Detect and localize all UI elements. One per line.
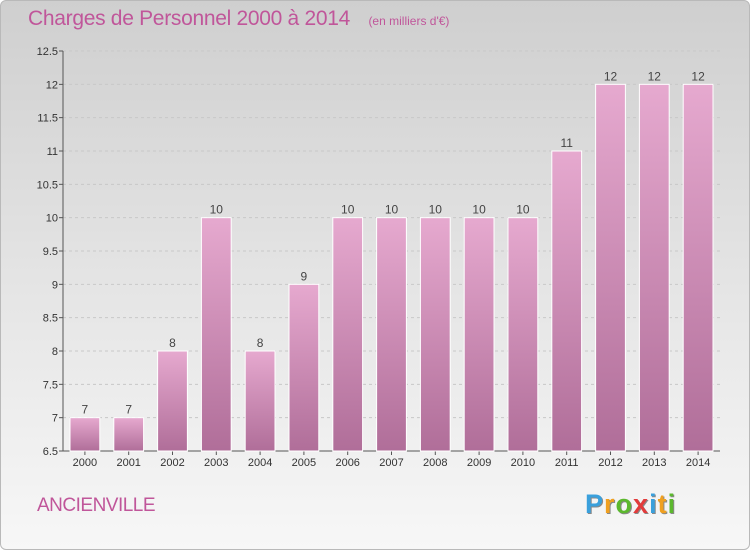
chart-title-block: Charges de Personnel 2000 à 2014 (en mil… <box>28 7 449 31</box>
chart-subtitle: (en milliers d'€) <box>368 14 450 28</box>
bar-value-label: 8 <box>169 336 176 350</box>
bar <box>419 217 451 452</box>
x-tick-label: 2014 <box>686 457 710 469</box>
bar-value-label: 12 <box>604 69 618 83</box>
y-tick-label: 11.5 <box>37 113 58 125</box>
x-tick-label: 2008 <box>423 457 447 469</box>
bar-value-label: 10 <box>341 203 355 217</box>
logo-letter: P <box>585 489 605 519</box>
bar-value-label: 10 <box>429 203 443 217</box>
y-tick-label: 7.5 <box>43 379 58 391</box>
y-tick-label: 11 <box>47 146 58 158</box>
bar-value-label: 7 <box>82 403 89 417</box>
y-tick-label: 8.5 <box>43 313 58 325</box>
logo-letter: i <box>649 489 658 519</box>
chart-title: Charges de Personnel 2000 à 2014 <box>28 7 350 30</box>
y-tick-label: 9 <box>52 279 58 291</box>
x-tick-label: 2011 <box>555 457 579 469</box>
x-tick-label: 2005 <box>292 457 316 469</box>
bar <box>638 83 670 452</box>
y-tick-label: 7 <box>52 413 58 425</box>
bar-value-label: 10 <box>385 203 399 217</box>
bar <box>200 217 232 452</box>
logo-letter: t <box>657 489 668 519</box>
bar-value-label: 12 <box>648 69 662 83</box>
bar-value-label: 9 <box>301 269 308 283</box>
bar <box>69 417 101 452</box>
bar-value-label: 7 <box>125 403 132 417</box>
proxiti-logo: Proxiti <box>585 489 676 520</box>
bar <box>595 83 626 452</box>
bar-value-label: 11 <box>560 136 573 150</box>
y-tick-label: 6.5 <box>43 446 58 458</box>
x-tick-label: 2012 <box>598 457 622 469</box>
bar <box>507 217 539 452</box>
bar <box>463 217 495 452</box>
bar-value-label: 10 <box>516 203 530 217</box>
bar-value-label: 10 <box>472 203 486 217</box>
y-tick-label: 10.5 <box>37 179 58 191</box>
bar-value-label: 12 <box>691 69 705 83</box>
x-tick-label: 2013 <box>642 457 666 469</box>
y-tick-label: 12 <box>46 79 58 91</box>
town-name: ANCIENVILLE <box>37 495 156 516</box>
x-tick-label: 2009 <box>467 457 491 469</box>
bar <box>332 217 364 452</box>
bar <box>551 150 583 452</box>
bar <box>157 350 188 452</box>
x-tick-label: 2001 <box>116 457 140 469</box>
bar <box>288 283 320 452</box>
bar <box>113 417 145 452</box>
x-tick-label: 2000 <box>73 457 97 469</box>
x-tick-label: 2010 <box>511 457 535 469</box>
x-tick-label: 2002 <box>160 457 184 469</box>
bar-value-label: 8 <box>257 336 264 350</box>
bar <box>682 83 714 452</box>
x-tick-label: 2006 <box>335 457 359 469</box>
bar <box>244 350 276 452</box>
y-tick-label: 12.5 <box>37 46 58 58</box>
logo-letter: o <box>615 489 634 519</box>
bar-value-label: 10 <box>210 203 224 217</box>
x-tick-label: 2004 <box>248 457 272 469</box>
y-tick-label: 8 <box>52 346 58 358</box>
logo-letter: i <box>667 489 677 519</box>
y-tick-label: 10 <box>46 213 58 225</box>
x-tick-label: 2003 <box>204 457 228 469</box>
logo-letter: x <box>633 489 650 519</box>
logo-letter: r <box>604 489 616 519</box>
x-tick-label: 2007 <box>379 457 403 469</box>
y-tick-label: 9.5 <box>43 246 58 258</box>
bar <box>376 217 407 452</box>
